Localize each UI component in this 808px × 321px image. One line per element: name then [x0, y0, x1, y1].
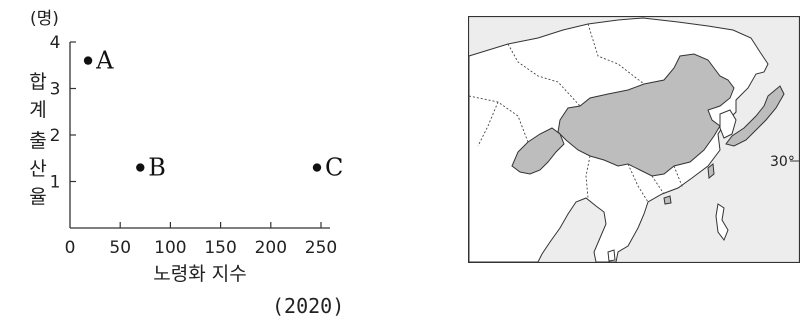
x-tick-label: 250	[305, 238, 337, 258]
map-philippines	[715, 203, 729, 242]
x-axis-label: 노령화 지수	[153, 263, 246, 285]
map-borders	[468, 23, 683, 203]
asia-map: 30°	[468, 16, 800, 263]
x-tick-label: 50	[109, 238, 131, 258]
y-tick-label: 4	[50, 33, 61, 53]
map-hainan	[663, 195, 672, 205]
point-label-a: A	[95, 47, 114, 75]
y-label-char: 합	[29, 71, 46, 93]
x-tick-label: 0	[65, 238, 76, 258]
map-region-japan	[725, 85, 785, 147]
y-tick-label: 3	[50, 80, 61, 100]
point-label-b: B	[148, 154, 166, 182]
map-region-china	[557, 53, 735, 177]
map-korea	[719, 109, 737, 139]
data-point-b	[136, 163, 145, 172]
data-point-c	[312, 163, 322, 172]
map-taiwan	[707, 163, 715, 179]
map-region-pakistan	[511, 127, 565, 175]
y-label-char: 율	[29, 186, 46, 208]
map-sri-lanka	[607, 249, 616, 262]
y-tick-label: 1	[50, 173, 61, 193]
x-tick-label: 100	[154, 238, 186, 258]
data-point-a	[83, 56, 93, 65]
y-label-char: 출	[29, 130, 46, 152]
x-tick-label: 150	[204, 238, 236, 258]
year-note: (2020)	[272, 294, 344, 318]
x-tick-label: 200	[255, 238, 287, 258]
data-points: A B C	[83, 47, 343, 182]
point-label-c: C	[325, 154, 343, 182]
y-tick-label: 2	[50, 126, 61, 146]
latitude-label: 30°	[770, 154, 795, 170]
y-ticks: 1 2 3 4	[50, 33, 76, 193]
y-label-char: 계	[29, 99, 46, 121]
y-unit-label: (명)	[30, 9, 59, 29]
x-ticks: 0 50 100 150 200 250	[65, 222, 337, 258]
y-label-char: 산	[29, 158, 46, 180]
